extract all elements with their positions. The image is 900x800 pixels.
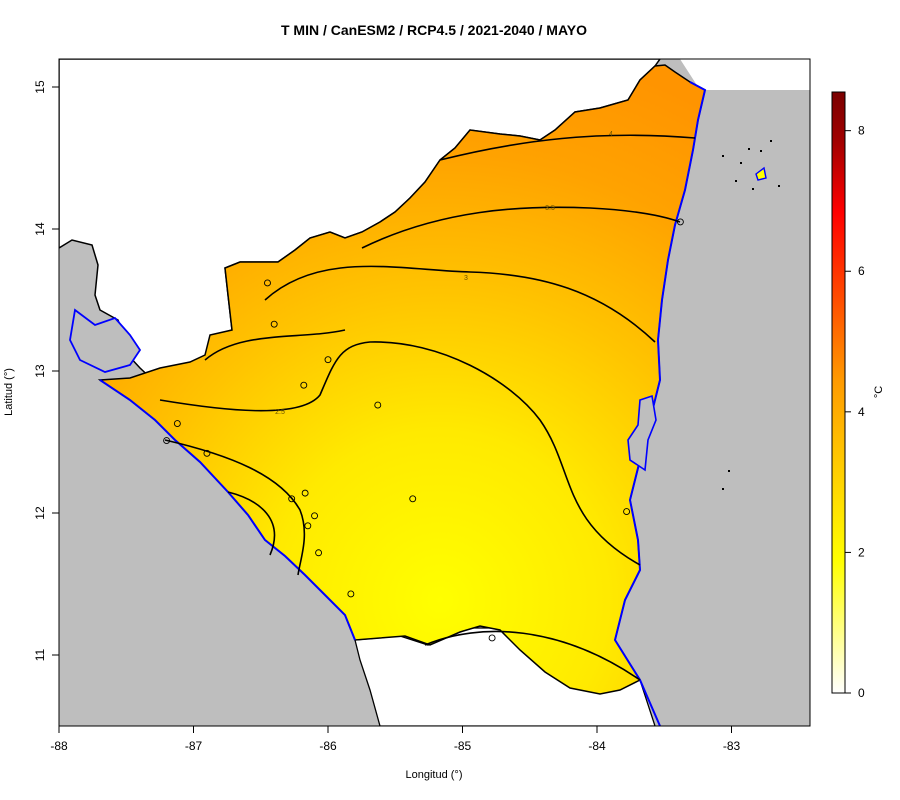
station-marker	[623, 508, 631, 516]
station-marker	[409, 495, 417, 503]
colorbar-tick-label: 4	[858, 405, 865, 419]
contour-line-2.5c	[164, 439, 306, 576]
contour-line-3	[264, 265, 656, 343]
station-marker	[300, 381, 308, 389]
stations-layer	[163, 218, 684, 642]
colorbar-ticks: 0 2 4 6 8	[845, 124, 865, 700]
contour-label-3: 3	[464, 275, 468, 282]
x-tick-label: -86	[319, 739, 337, 753]
station-marker	[288, 495, 296, 503]
y-axis-label: Latitud (°)	[3, 368, 15, 416]
contour-label-2.5: 2.5	[275, 409, 285, 416]
colorbar-tick-label: 8	[858, 124, 865, 138]
station-marker	[315, 549, 323, 557]
station-marker	[374, 401, 382, 409]
x-tick-label: -85	[454, 739, 472, 753]
miskito-cays	[722, 140, 780, 490]
contour-line-2.5e	[424, 630, 641, 681]
station-marker	[311, 512, 318, 520]
plot-area: 4 3.5 3 2.5	[59, 59, 810, 726]
station-marker	[301, 489, 309, 497]
colorbar-tick-label: 0	[858, 686, 865, 700]
colorbar	[831, 91, 846, 694]
map-title: T MIN / CanESM2 / RCP4.5 / 2021-2040 / M…	[281, 22, 587, 38]
x-tick-label: -83	[723, 739, 741, 753]
y-tick-label: 15	[33, 80, 47, 94]
station-marker	[270, 320, 278, 328]
neighbor-land-ne	[680, 59, 810, 90]
station-marker	[347, 590, 355, 598]
corn-island	[755, 166, 767, 181]
station-marker	[488, 634, 496, 642]
x-axis-label: Longitud (°)	[406, 769, 463, 781]
coastline-caribbean	[613, 81, 707, 726]
colorbar-unit-label: °C	[873, 386, 885, 398]
station-marker	[304, 522, 312, 530]
contour-line-2.5d	[227, 491, 276, 556]
coastline-pacific	[99, 379, 356, 641]
y-tick-label: 14	[33, 222, 47, 236]
contour-line-2.5b	[159, 341, 641, 566]
y-tick-label: 11	[33, 648, 47, 661]
x-tick-label: -88	[50, 739, 68, 753]
x-axis: -88 -87 -86 -85 -84 -83	[50, 726, 740, 753]
x-tick-label: -84	[588, 739, 606, 753]
station-marker	[324, 356, 332, 364]
y-axis: 11 12 13 14 15	[33, 80, 59, 661]
contour-line-4	[439, 134, 696, 161]
colorbar-tick-label: 6	[858, 264, 865, 278]
contour-label-4: 4	[609, 131, 613, 138]
station-marker	[203, 449, 211, 457]
x-tick-label: -87	[185, 739, 203, 753]
y-tick-label: 12	[33, 506, 47, 520]
contour-line-3.5	[361, 206, 681, 249]
plot-frame	[58, 58, 811, 727]
station-marker	[676, 218, 684, 226]
station-marker	[173, 420, 181, 427]
contour-label-3.5: 3.5	[545, 205, 555, 212]
station-marker	[163, 437, 171, 445]
colorbar-tick-label: 2	[858, 545, 865, 559]
station-marker	[264, 279, 271, 287]
y-tick-label: 13	[33, 364, 47, 378]
contour-line-2.5	[204, 329, 346, 361]
pearl-lagoon	[627, 394, 657, 472]
gulf-of-fonseca	[69, 308, 142, 373]
